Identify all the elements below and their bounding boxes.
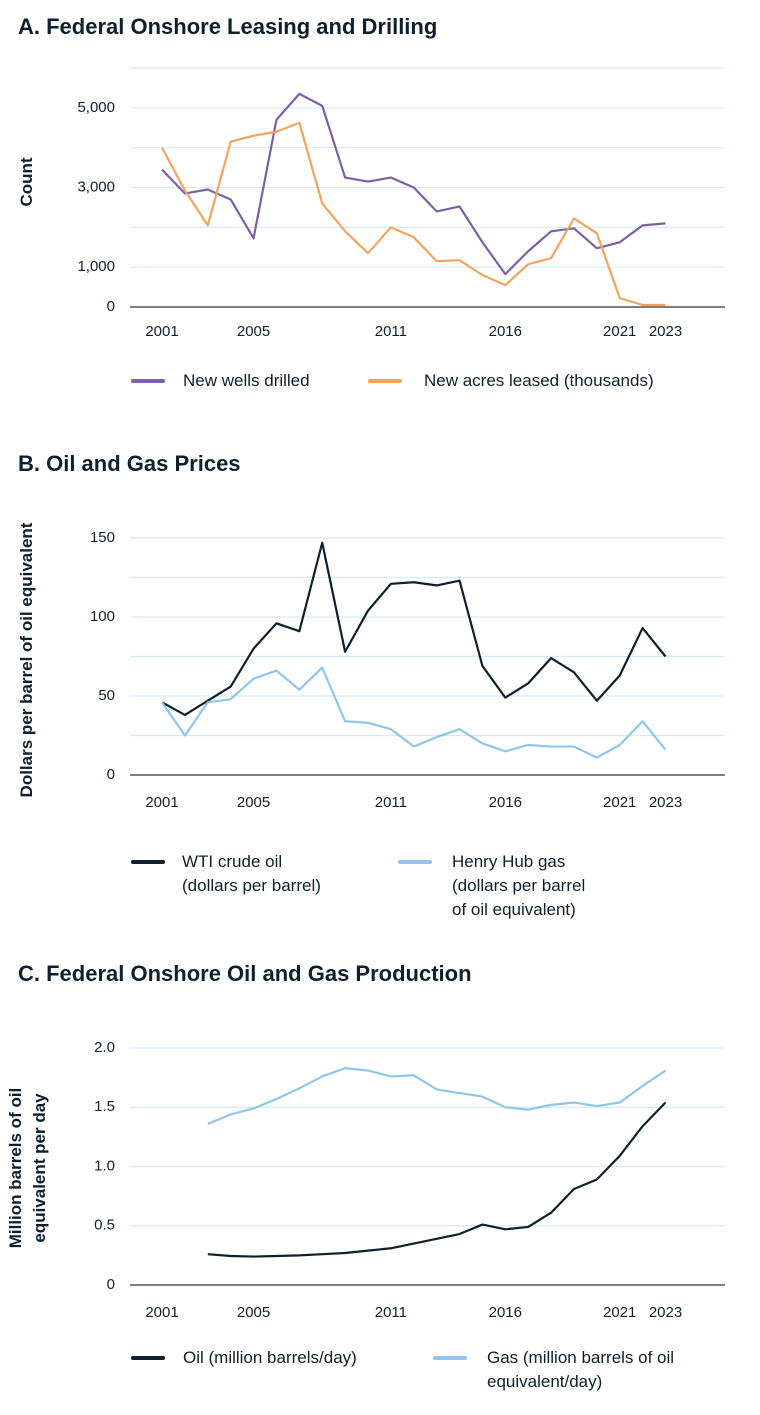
x-tick-label: 2005: [237, 323, 270, 340]
legend-label: Henry Hub gas (dollars per barrel of oil…: [452, 852, 586, 919]
chart-title: C. Federal Onshore Oil and Gas Productio…: [18, 961, 472, 986]
y-tick-label: 1.5: [94, 1098, 115, 1115]
x-tick-label: 2011: [375, 323, 407, 340]
x-tick-label: 2011: [375, 794, 407, 811]
x-tick-label: 2016: [489, 1304, 522, 1321]
y-tick-label: 2.0: [94, 1039, 115, 1056]
y-tick-label: 0: [107, 766, 115, 783]
series-line: [161, 121, 666, 307]
series-line: [161, 541, 667, 717]
x-tick-label: 2001: [145, 1304, 178, 1321]
x-tick-label: 2021: [603, 323, 636, 340]
y-tick-label: 3,000: [77, 178, 115, 195]
x-tick-label: 2001: [145, 794, 178, 811]
legend-label: New acres leased (thousands): [424, 371, 654, 390]
x-tick-label: 2021: [603, 794, 636, 811]
y-axis-label: Count: [17, 157, 36, 207]
legend-label: Oil (million barrels/day): [183, 1348, 357, 1367]
y-axis-label: Dollars per barrel of oil equivalent: [17, 522, 36, 798]
x-tick-label: 2023: [649, 1304, 682, 1321]
legend-label: New wells drilled: [183, 371, 310, 390]
x-tick-label: 2005: [237, 1304, 270, 1321]
series-line: [161, 92, 666, 276]
y-tick-label: 1,000: [77, 258, 115, 275]
chart-title: A. Federal Onshore Leasing and Drilling: [18, 14, 437, 39]
y-tick-label: 0: [107, 1276, 115, 1293]
legend-label: WTI crude oil (dollars per barrel): [182, 852, 321, 895]
y-tick-label: 0: [107, 298, 115, 315]
series-line: [207, 1101, 667, 1258]
series-line: [161, 666, 667, 759]
chart-title: B. Oil and Gas Prices: [18, 451, 241, 476]
y-tick-label: 150: [90, 529, 115, 546]
y-tick-label: 50: [98, 687, 115, 704]
legend-label: Gas (million barrels of oil equivalent/d…: [487, 1348, 675, 1391]
x-tick-label: 2023: [649, 323, 682, 340]
y-tick-label: 5,000: [77, 99, 115, 116]
x-tick-label: 2016: [489, 794, 522, 811]
x-tick-label: 2011: [375, 1304, 407, 1321]
x-tick-label: 2001: [145, 323, 178, 340]
x-tick-label: 2016: [489, 323, 522, 340]
y-tick-label: 100: [90, 608, 115, 625]
y-tick-label: 1.0: [94, 1157, 115, 1174]
x-tick-label: 2005: [237, 794, 270, 811]
series-line: [207, 1067, 667, 1125]
x-tick-label: 2021: [603, 1304, 636, 1321]
y-tick-label: 0.5: [94, 1217, 115, 1234]
y-axis-label: Million barrels of oil equivalent per da…: [6, 1087, 49, 1249]
x-tick-label: 2023: [649, 794, 682, 811]
